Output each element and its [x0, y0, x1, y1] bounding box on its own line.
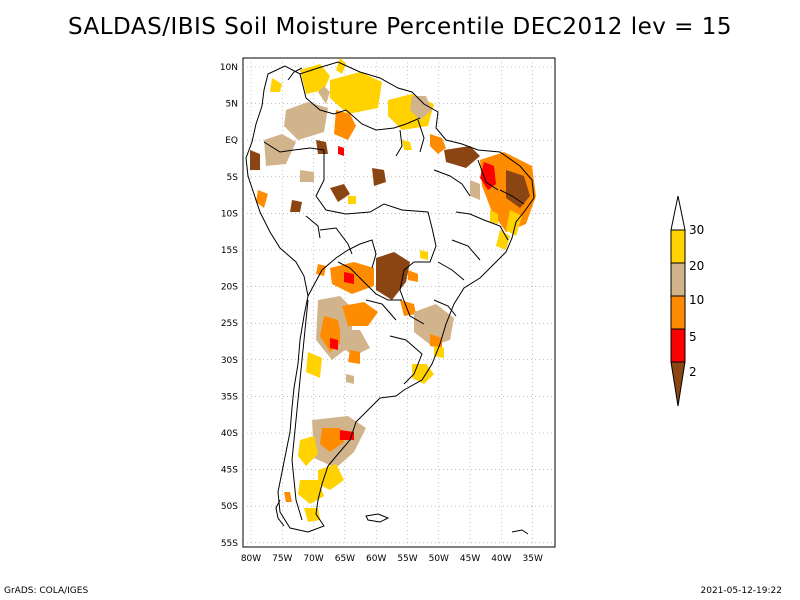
- colorbar-swatch-5-10: [670, 295, 686, 330]
- footer-credit: GrADS: COLA/IGES: [4, 586, 89, 596]
- colorbar-label-5: 5: [689, 330, 697, 344]
- lon-label: 65W: [335, 554, 355, 564]
- lat-label: 15S: [221, 246, 238, 256]
- lat-label: 20S: [221, 283, 238, 293]
- lat-label: 10N: [220, 63, 238, 73]
- lat-label: 10S: [221, 209, 238, 219]
- lon-label: 35W: [523, 554, 543, 564]
- map-title: SALDAS/IBIS Soil Moisture Percentile DEC…: [67, 14, 733, 40]
- colorbar-top-arrow: [670, 195, 686, 231]
- lat-label: 5N: [226, 100, 238, 110]
- colorbar-label-10: 10: [689, 293, 704, 307]
- lon-label: 75W: [272, 554, 292, 564]
- footer-timestamp: 2021-05-12-19:22: [700, 586, 783, 596]
- colorbar-swatch-2-5: [670, 328, 686, 363]
- longitude-labels: 80W 75W 70W 65W 60W 55W 50W 45W 40W 35W: [241, 554, 543, 564]
- lon-label: 50W: [429, 554, 449, 564]
- lat-label: EQ: [225, 136, 238, 146]
- colorbar-label-2: 2: [689, 365, 697, 379]
- percentile-patches: [250, 58, 536, 522]
- latitude-labels: 10N 5N EQ 5S 10S 15S 20S 25S 30S 35S 40S 45S 50S 55S: [220, 63, 238, 549]
- colorbar: 30 20 10 5 2: [670, 195, 704, 407]
- lat-label: 55S: [221, 539, 238, 549]
- lon-label: 40W: [491, 554, 511, 564]
- lat-label: 25S: [221, 319, 238, 329]
- lat-label: 40S: [221, 429, 238, 439]
- lon-label: 60W: [366, 554, 386, 564]
- colorbar-swatch-20-30: [670, 229, 686, 264]
- lat-label: 45S: [221, 466, 238, 476]
- lat-label: 30S: [221, 356, 238, 366]
- lat-label: 5S: [227, 173, 239, 183]
- colorbar-bottom-arrow: [670, 361, 686, 407]
- colorbar-label-30: 30: [689, 223, 704, 237]
- country-borders: [245, 61, 535, 535]
- lat-label: 50S: [221, 502, 238, 512]
- lat-label: 35S: [221, 392, 238, 402]
- map-frame: [242, 57, 556, 548]
- lon-label: 55W: [397, 554, 417, 564]
- colorbar-swatch-10-20: [670, 262, 686, 297]
- lon-label: 45W: [460, 554, 480, 564]
- colorbar-label-20: 20: [689, 259, 704, 273]
- lon-label: 70W: [303, 554, 323, 564]
- lon-label: 80W: [241, 554, 261, 564]
